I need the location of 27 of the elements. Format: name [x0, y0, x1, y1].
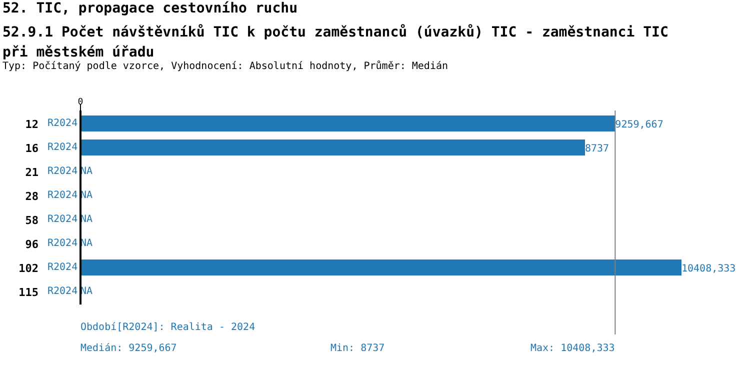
text: R2024: [48, 286, 78, 297]
y-tick-label: 58: [25, 214, 39, 227]
text: R2024: [48, 262, 78, 273]
y-tick-label: 21: [25, 166, 39, 179]
y-tick-label: 16: [25, 142, 39, 155]
text: R2024: [48, 238, 78, 249]
text: Min: 8737: [330, 343, 385, 354]
y-tick-label: 12: [25, 118, 39, 131]
y-tick-label: 28: [25, 190, 39, 203]
text: Max: 10408,333: [530, 343, 615, 354]
text: R2024: [48, 190, 78, 201]
text: R2024: [48, 166, 78, 177]
data-label: 9259,667: [615, 120, 664, 130]
text: Typ: Počítaný podle vzorce, Vyhodnocení: Absolutní hodnoty, Průměr: Medián: [2, 60, 448, 72]
y-tick-label: 115: [18, 286, 39, 299]
chart-subtitle: 52.9.1 Počet návštěvníků TIC k počtu zaměstnanců (úvazků) TIC - zaměstnanci TIC při městském úřadu: [2, 24, 668, 60]
y-tick-label: 102: [18, 262, 39, 275]
data-label: 8737: [584, 144, 610, 154]
text: R2024: [48, 142, 78, 153]
text: Medián: 9259,667: [80, 343, 177, 354]
text: Období[R2024]: Realita - 2024: [80, 322, 256, 333]
text: R2024: [48, 214, 78, 225]
text: 0: [78, 98, 84, 108]
chart-title: 52. TIC, propagace cestovního ruchu: [2, 0, 298, 16]
data-label: 10408,333: [682, 264, 736, 274]
series-label: R2024: [48, 118, 78, 129]
y-tick-label: 96: [25, 238, 39, 251]
